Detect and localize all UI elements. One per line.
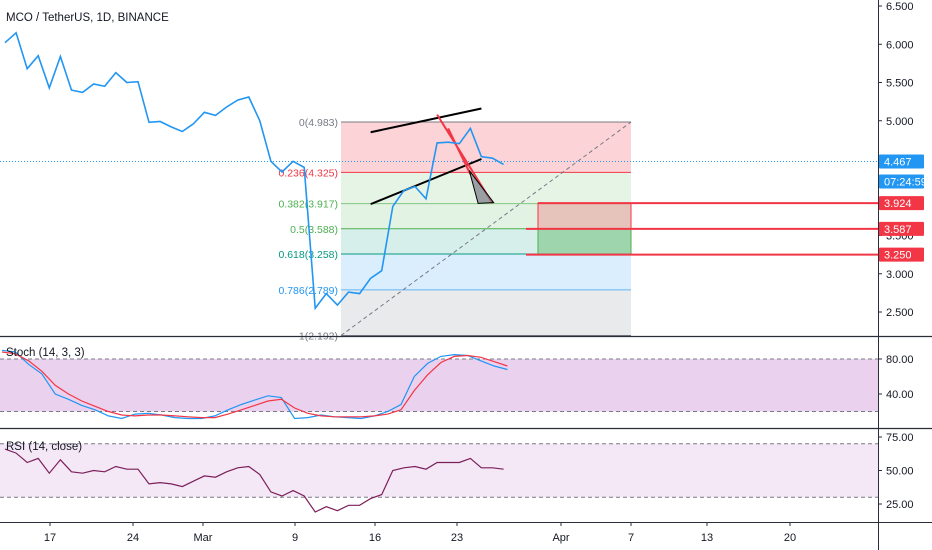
target-price-tag-text: 3.250: [884, 250, 912, 262]
current-price-tag-bg: [879, 154, 924, 169]
fib-zone: [341, 228, 631, 255]
stoch-axis[interactable]: 80.00 40.00: [878, 354, 914, 401]
time-axis-label: 20: [784, 532, 796, 544]
target-price-tag-bg: [879, 221, 924, 236]
countdown-tag-text: 07:24:59: [884, 177, 927, 189]
price-axis-label: 6.500: [886, 1, 914, 13]
time-axis-label: 24: [127, 532, 139, 544]
trendlines[interactable]: [370, 107, 495, 206]
fib-level-label: 0.236(4.325): [278, 167, 338, 179]
price-series-line: [4, 31, 504, 311]
chart-title: MCO / TetherUS, 1D, BINANCE: [6, 12, 169, 24]
trendline: [370, 107, 482, 134]
stoch-axis-label: 40.00: [886, 389, 914, 401]
target-price-tag: 3.587: [879, 221, 924, 236]
target-lines[interactable]: [526, 202, 878, 256]
price-axis-label: 6.000: [886, 39, 914, 51]
time-axis-label: 23: [451, 532, 463, 544]
rsi-axis-label: 75.00: [886, 432, 914, 444]
stoch-axis-label: 80.00: [886, 354, 914, 366]
trendline: [370, 158, 482, 206]
current-price-tag-text: 4.467: [884, 157, 912, 169]
rsi-line: [4, 448, 504, 513]
rsi-axis-label: 50.00: [886, 466, 914, 478]
time-axis-label: Mar: [194, 532, 213, 544]
target-price-tag-text: 3.587: [884, 224, 912, 236]
current-price-tag: 4.467: [879, 154, 924, 169]
time-axis-label: 7: [628, 532, 634, 544]
time-axis-label: Apr: [552, 532, 569, 544]
reward-zone: [537, 228, 632, 256]
fib-level-label: 0.5(3.588): [290, 224, 338, 236]
fib-level-label: 0(4.983): [299, 117, 338, 129]
time-axis-label: 13: [701, 532, 713, 544]
stochastic-pane[interactable]: Stoch (14, 3, 3): [0, 347, 878, 420]
stoch-band: [0, 359, 878, 412]
time-axis-label: 16: [369, 532, 381, 544]
price-axis-label: 5.500: [886, 78, 914, 90]
stoch-title: Stoch (14, 3, 3): [6, 347, 85, 359]
stoch-d-line: [1, 351, 508, 419]
countdown-tag-bg: [879, 174, 924, 189]
time-axis[interactable]: 17 24 Mar 9 16 23 Apr 7 13 20: [44, 522, 796, 544]
price-pane[interactable]: 0(4.983) 0.236(4.325) 0.382(3.917) 0.5(3.58…: [0, 12, 878, 343]
fibonacci-retracement[interactable]: 0(4.983) 0.236(4.325) 0.382(3.917) 0.5(3.58…: [278, 117, 632, 343]
target-price-tag-bg: [879, 196, 924, 211]
target-price-tag-bg: [879, 247, 924, 262]
target-price-tag: 3.924: [879, 196, 924, 211]
price-axis-label: 2.500: [886, 307, 914, 319]
price-axis-label: 3.000: [886, 269, 914, 281]
fib-zone: [341, 122, 631, 173]
countdown-tag: 07:24:59: [879, 174, 927, 189]
price-axis-label: 5.000: [886, 116, 914, 128]
rsi-title: RSI (14, close): [6, 441, 82, 453]
rsi-band: [0, 443, 878, 498]
target-price-tag-text: 3.924: [884, 198, 912, 210]
fib-level-label: 0.786(2.789): [278, 285, 338, 297]
rsi-axis[interactable]: 75.00 50.00 25.00: [878, 432, 914, 511]
target-price-tag: 3.250: [879, 247, 924, 262]
trendline: [447, 127, 472, 175]
rsi-axis-label: 25.00: [886, 499, 914, 511]
fib-level-label: 0.618(3.258): [278, 249, 338, 261]
rsi-pane[interactable]: RSI (14, close): [0, 441, 878, 513]
time-axis-label: 9: [292, 532, 298, 544]
time-axis-label: 17: [44, 532, 56, 544]
fib-zone: [341, 254, 631, 290]
fib-level-label: 0.382(3.917): [278, 199, 338, 211]
fib-zone: [341, 289, 631, 336]
triangle-drawing: [468, 170, 495, 204]
risk-zone: [537, 202, 632, 230]
stoch-k-line: [1, 349, 508, 420]
